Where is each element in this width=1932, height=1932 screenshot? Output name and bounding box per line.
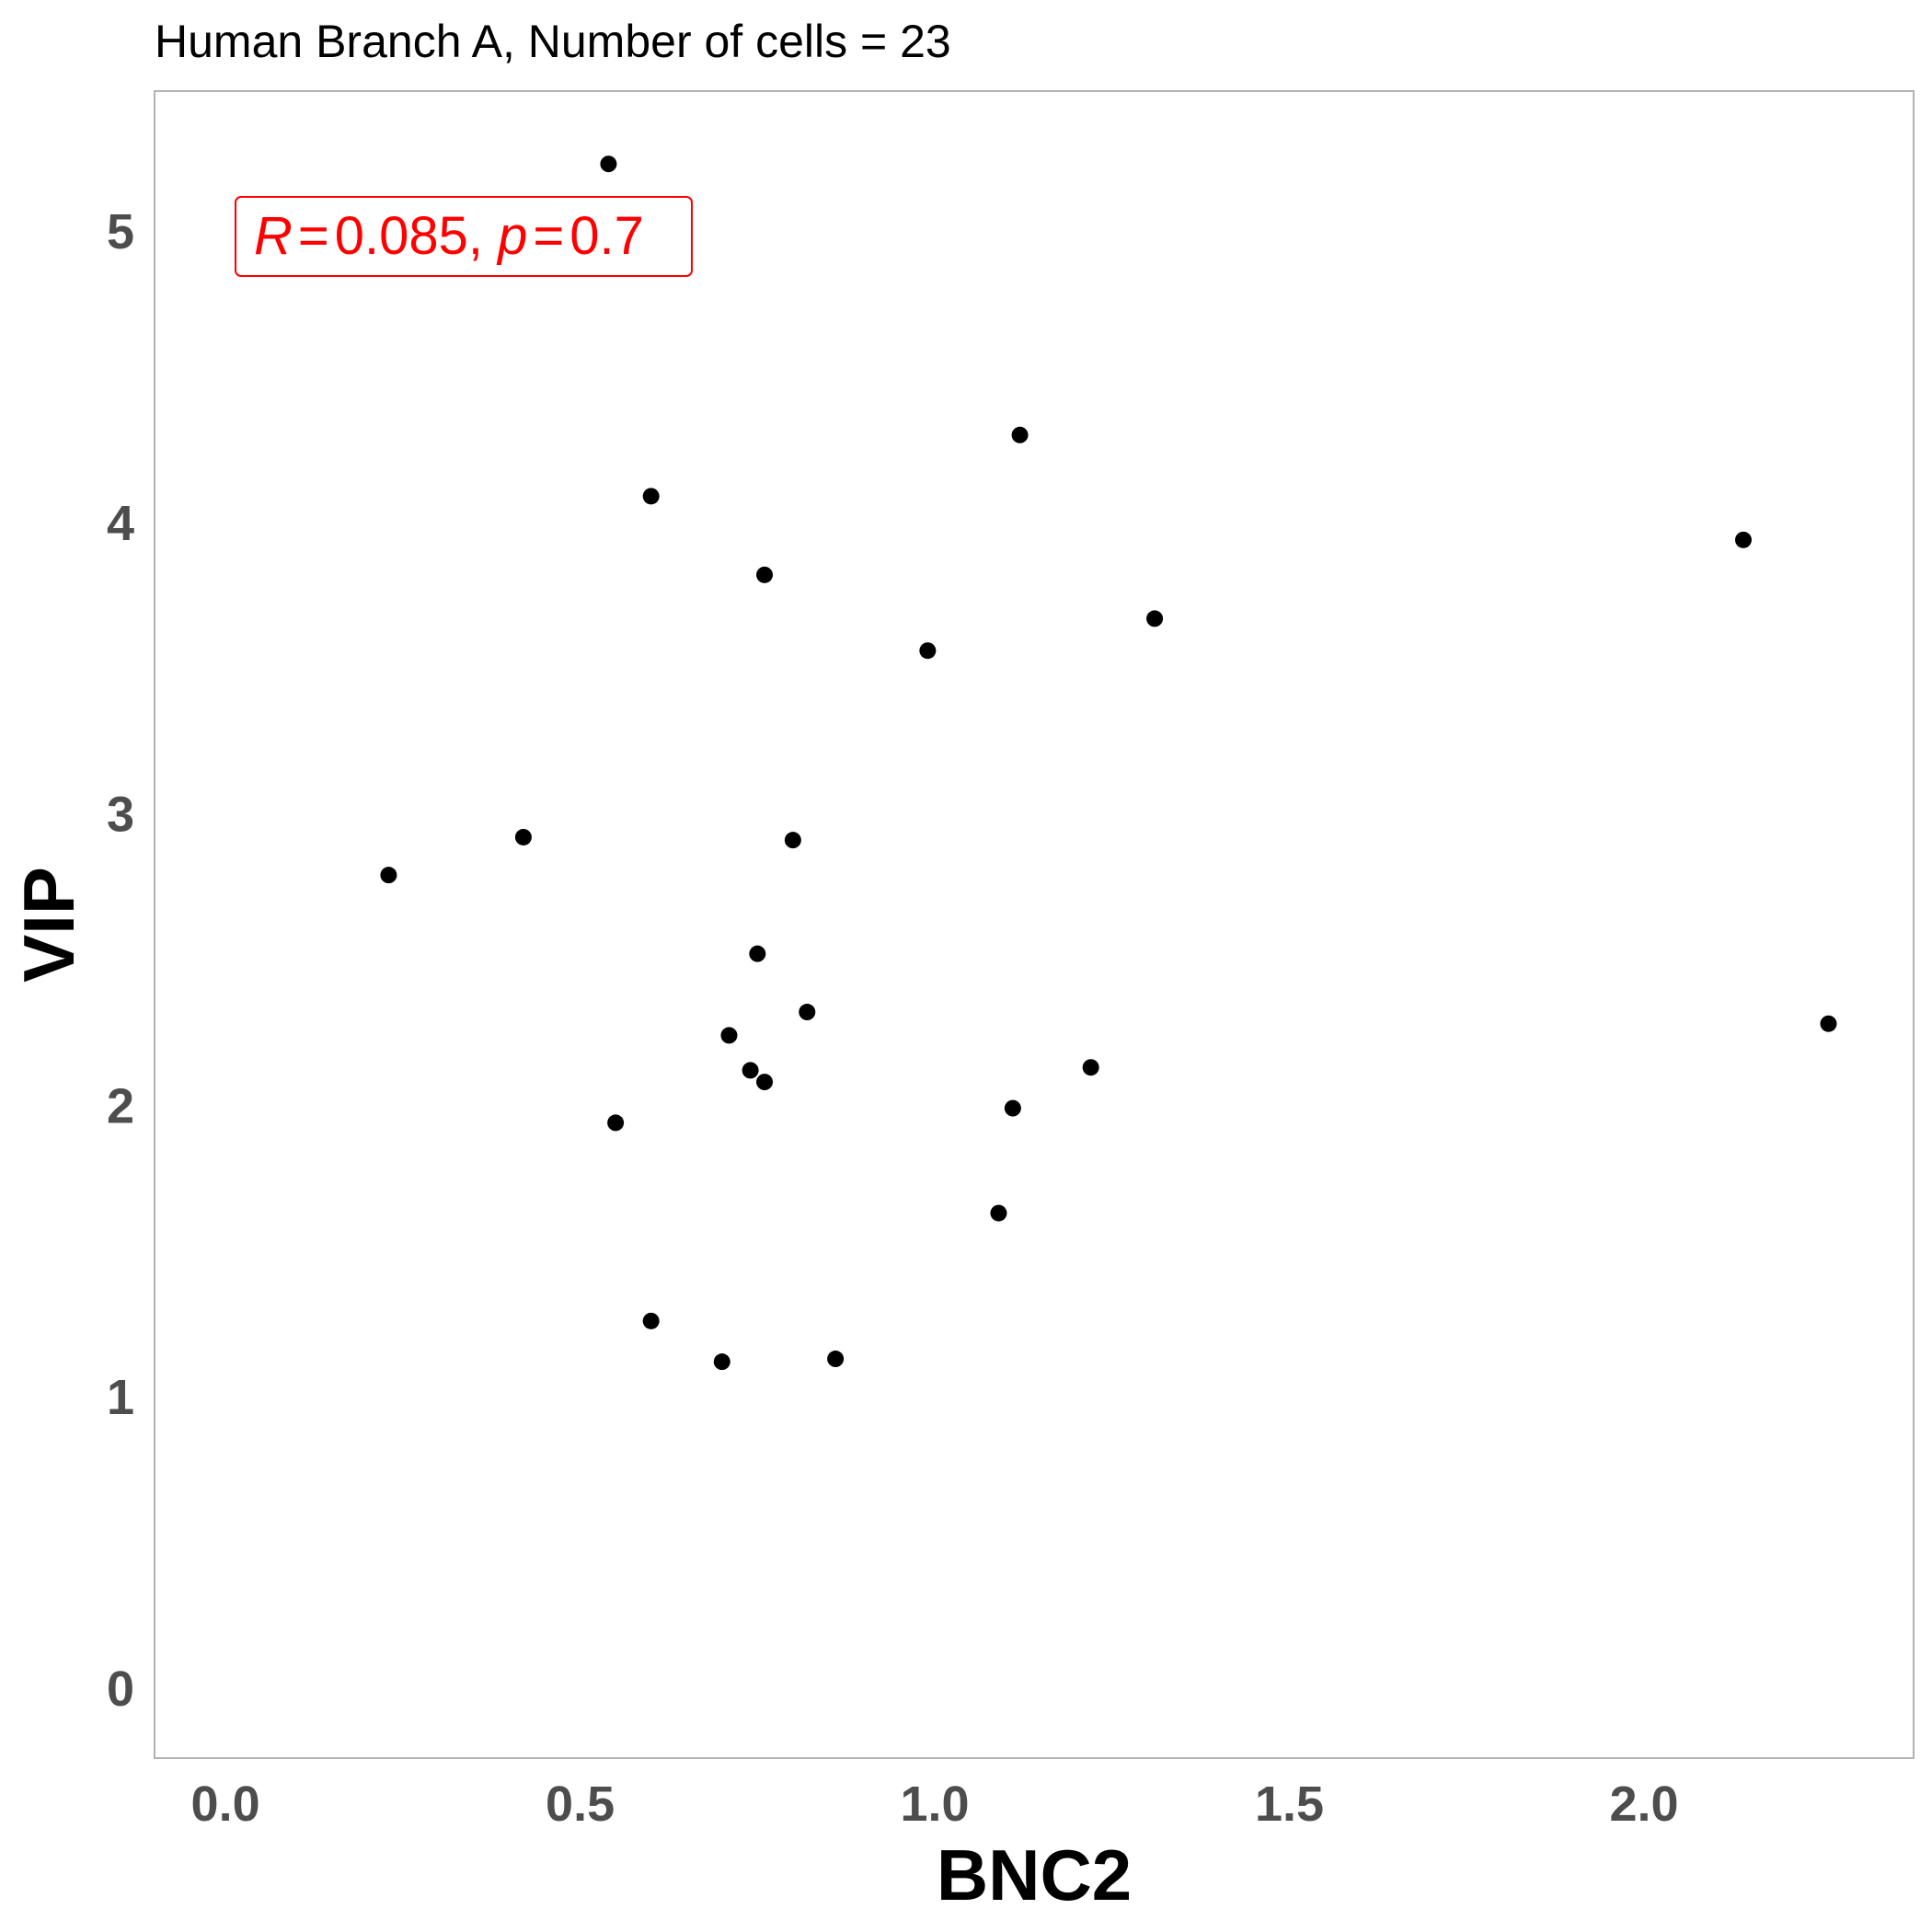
correlation-annotation: R = 0.085, p = 0.7 (235, 196, 693, 277)
data-point (1011, 426, 1029, 443)
data-point (749, 945, 766, 962)
data-point (990, 1204, 1007, 1222)
data-point (642, 1312, 660, 1329)
y-axis-ticks: 0 1 2 3 4 5 (107, 204, 134, 1717)
separator: , (468, 206, 498, 266)
p-symbol: p (496, 206, 527, 266)
data-point (514, 828, 532, 845)
x-tick-label: 0.0 (191, 1777, 260, 1832)
y-tick-label: 4 (107, 496, 134, 551)
data-point (713, 1353, 730, 1371)
data-point (919, 642, 937, 660)
data-point (742, 1062, 759, 1079)
r-symbol: R (254, 206, 293, 266)
x-axis-ticks: 0.0 0.5 1.0 1.5 2.0 (191, 1777, 1679, 1832)
y-tick-label: 2 (107, 1078, 134, 1133)
y-tick-label: 3 (107, 788, 134, 843)
data-point (784, 832, 801, 849)
equals-sign: = (533, 206, 564, 266)
data-point (1082, 1059, 1099, 1076)
data-point (1734, 531, 1752, 548)
equals-sign: = (298, 206, 329, 266)
data-points (380, 155, 1837, 1371)
p-value: 0.7 (569, 206, 644, 266)
x-tick-label: 1.0 (901, 1777, 970, 1832)
y-tick-label: 1 (107, 1370, 134, 1425)
y-axis-label: VIP (8, 867, 89, 983)
x-tick-label: 2.0 (1609, 1777, 1678, 1832)
annotation-text: R = 0.085, p = 0.7 (254, 206, 644, 266)
data-point (799, 1004, 816, 1021)
data-point (607, 1114, 625, 1132)
data-point (1820, 1015, 1837, 1032)
x-axis-label: BNC2 (937, 1834, 1132, 1915)
r-value: 0.085 (335, 206, 468, 266)
data-point (380, 867, 397, 884)
y-tick-label: 5 (107, 204, 134, 259)
annotation-box (235, 196, 693, 277)
data-point (1004, 1099, 1021, 1117)
plot-panel-border (154, 90, 1915, 1759)
x-tick-label: 1.5 (1255, 1777, 1324, 1832)
x-tick-label: 0.5 (546, 1777, 615, 1832)
chart-title: Human Branch A, Number of cells = 23 (155, 16, 951, 67)
data-point (720, 1027, 738, 1044)
y-tick-label: 0 (107, 1662, 134, 1717)
data-point (642, 488, 660, 505)
data-point (756, 1074, 774, 1091)
data-point (827, 1351, 845, 1368)
data-point (1146, 610, 1164, 627)
data-point (756, 566, 774, 583)
data-point (600, 155, 617, 173)
